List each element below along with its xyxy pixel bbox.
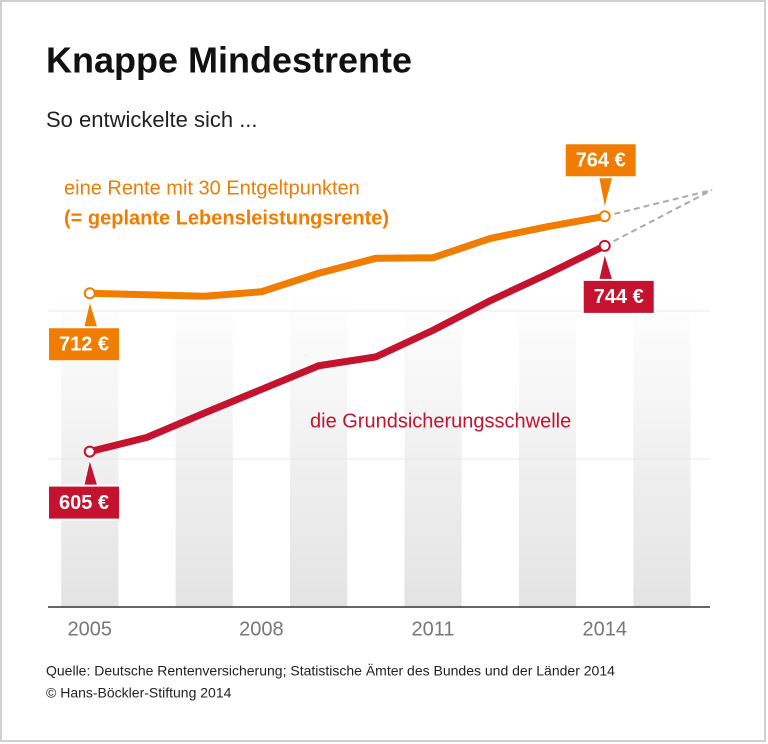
series-label: eine Rente mit 30 Entgeltpunkten [64, 177, 360, 199]
x-tick-label: 2005 [68, 618, 113, 640]
x-tick-label: 2014 [582, 618, 627, 640]
label-box [47, 326, 121, 363]
label-box [581, 278, 656, 315]
background-band [175, 290, 233, 607]
projection [604, 189, 713, 218]
value-label-box: 764 € [563, 142, 638, 209]
source: Quelle: Deutsche Rentenversicherung; Sta… [46, 663, 615, 679]
subtitle: So entwickelte sich ... [46, 107, 258, 132]
projection [604, 189, 713, 247]
x-tick-label: 2011 [412, 618, 455, 640]
background-band [518, 290, 577, 607]
background-band [290, 290, 348, 607]
copyright: © Hans-Böckler-Stiftung 2014 [46, 685, 232, 701]
point-marker [598, 210, 611, 223]
value-label-box: 712 € [47, 299, 121, 363]
x-tick-label: 2008 [239, 618, 284, 640]
value-label-box: 605 € [47, 457, 121, 521]
label-box [47, 484, 121, 521]
series-label: die Grundsicherungsschwelle [310, 410, 571, 432]
point-marker [83, 287, 96, 300]
line [86, 212, 609, 300]
series-note: (= geplante Lebensleistungsrente) [64, 207, 389, 229]
label-box [563, 142, 638, 179]
point-marker [83, 445, 96, 458]
point-marker [598, 239, 611, 252]
value-label: 744 € [594, 286, 644, 308]
value-label: 764 € [576, 150, 626, 172]
value-label: 712 € [59, 334, 109, 356]
line [86, 242, 609, 456]
chart-title: Knappe Mindestrente [46, 40, 412, 81]
value-label: 605 € [59, 492, 109, 514]
value-label-box: 744 € [581, 251, 656, 315]
background-band [633, 290, 691, 607]
